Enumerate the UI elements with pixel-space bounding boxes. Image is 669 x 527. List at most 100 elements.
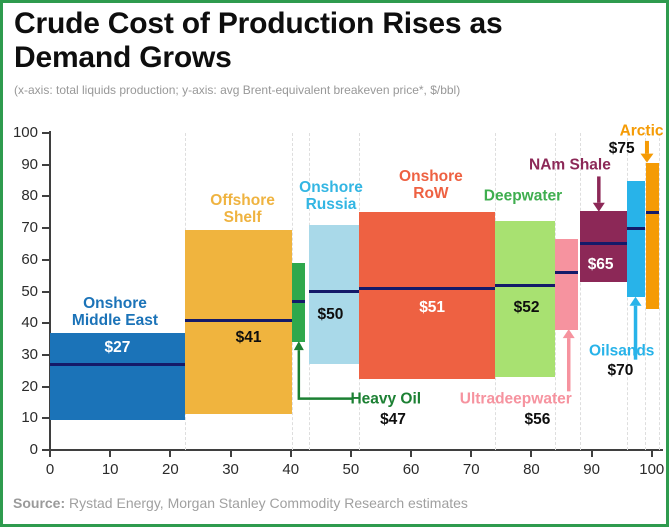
category-label: Onshore RoW — [399, 168, 463, 203]
boundary-gridline — [659, 133, 660, 450]
annotation-arrowhead — [293, 341, 304, 351]
y-tick — [42, 195, 49, 198]
plot-area: Onshore Middle East $27 Offshore Shelf $41 H… — [13, 123, 664, 478]
x-tick-label: 70 — [462, 461, 480, 478]
price-label: $52 — [513, 298, 540, 316]
title-line-2: Demand Grows — [14, 41, 232, 74]
source-line: Source: Rystad Energy, Morgan Stanley Co… — [13, 495, 663, 511]
x-tick-label: 20 — [162, 461, 179, 478]
y-tick-label: 90 — [21, 155, 38, 173]
y-tick — [42, 417, 49, 420]
breakeven-line — [309, 289, 360, 293]
annotation-arrowhead — [640, 153, 654, 163]
y-tick — [42, 258, 49, 261]
price-label: $47 — [380, 410, 406, 428]
price-label: $56 — [524, 410, 551, 428]
price-label: $75 — [608, 140, 635, 158]
breakeven-line — [50, 362, 186, 366]
price-label: $65 — [587, 255, 614, 273]
x-tick-label: 0 — [45, 461, 55, 478]
x-tick — [410, 451, 413, 457]
y-axis-line — [49, 131, 51, 452]
chart-subtitle: (x-axis: total liquids production; y-axi… — [14, 83, 461, 97]
price-label: $70 — [607, 362, 634, 380]
breakeven-line — [494, 283, 556, 287]
category-label: Deepwater — [483, 187, 563, 205]
cost-bar-heavy-oil — [291, 262, 306, 343]
price-label: $51 — [419, 298, 446, 316]
y-tick — [42, 322, 49, 325]
source-text: Rystad Energy, Morgan Stanley Commodity … — [65, 495, 468, 511]
cost-bar-deepwater — [494, 220, 556, 378]
y-tick — [42, 163, 49, 166]
x-tick — [49, 451, 51, 457]
breakeven-line — [555, 270, 578, 274]
price-label: $27 — [104, 338, 131, 356]
category-label: Onshore Middle East — [71, 295, 159, 330]
y-tick — [42, 449, 49, 451]
annotation-arrowhead — [562, 329, 575, 339]
price-label: $41 — [235, 329, 262, 347]
x-tick — [650, 451, 653, 457]
title-line-1: Crude Cost of Production Rises as — [14, 7, 503, 40]
category-label: Heavy Oil — [350, 390, 422, 408]
y-tick-label: 30 — [21, 345, 38, 363]
cost-bar-onshore-russia — [309, 224, 360, 365]
cost-bar-onshore-middle-east — [50, 332, 186, 420]
page-title: Crude Cost of Production Rises as Demand… — [14, 7, 654, 75]
x-tick-label: 60 — [402, 461, 420, 478]
y-tick-label: 0 — [29, 441, 38, 458]
y-tick — [42, 353, 49, 356]
x-tick — [289, 451, 292, 457]
x-tick — [349, 451, 352, 457]
source-label: Source: — [13, 495, 66, 511]
x-tick — [169, 451, 172, 457]
x-axis-line — [45, 449, 663, 451]
breakeven-line — [185, 318, 292, 322]
breakeven-line — [359, 286, 495, 290]
x-tick-label: 40 — [282, 461, 300, 478]
cost-bar-offshore-shelf — [185, 229, 292, 414]
category-label: Ultradeepwater — [459, 390, 572, 408]
cost-bar-arctic — [645, 163, 659, 309]
x-tick-label: 50 — [342, 461, 360, 478]
y-tick-label: 10 — [21, 409, 38, 427]
y-tick-label: 40 — [21, 314, 38, 332]
breakeven-line — [579, 242, 627, 246]
annotation-arrowhead — [629, 296, 642, 306]
cost-bar-ultradeepwater — [555, 239, 578, 330]
y-tick — [42, 290, 49, 293]
y-tick — [42, 132, 49, 134]
price-label: $50 — [317, 306, 344, 324]
x-tick — [590, 451, 593, 457]
x-tick-label: 10 — [101, 461, 119, 478]
cost-bar-nam-shale — [579, 211, 627, 282]
category-label: Arctic — [619, 122, 664, 140]
category-label: Offshore Shelf — [210, 192, 275, 227]
y-tick-label: 80 — [21, 187, 38, 205]
category-label: Oilsands — [588, 342, 655, 360]
x-tick — [470, 451, 473, 457]
breakeven-line — [291, 299, 306, 303]
category-label: Onshore Russia — [299, 179, 363, 214]
boundary-gridline — [644, 133, 646, 450]
x-tick-label: 80 — [523, 461, 540, 478]
y-tick-label: 70 — [21, 219, 38, 237]
y-tick — [42, 227, 49, 230]
x-tick — [109, 451, 112, 457]
x-tick-label: 30 — [222, 461, 239, 478]
y-tick-label: 50 — [21, 282, 38, 300]
breakeven-line — [645, 210, 659, 214]
y-tick — [42, 385, 49, 388]
x-tick — [530, 451, 533, 457]
y-tick-label: 100 — [12, 124, 38, 141]
y-tick-label: 60 — [21, 250, 38, 268]
cost-bar-oilsands — [626, 180, 645, 297]
cost-bar-onshore-row — [359, 212, 495, 379]
y-tick-label: 20 — [21, 377, 38, 395]
category-label: NAm Shale — [529, 156, 611, 174]
x-tick-label: 90 — [583, 461, 600, 478]
boundary-gridline — [579, 133, 581, 450]
x-tick — [229, 451, 232, 457]
